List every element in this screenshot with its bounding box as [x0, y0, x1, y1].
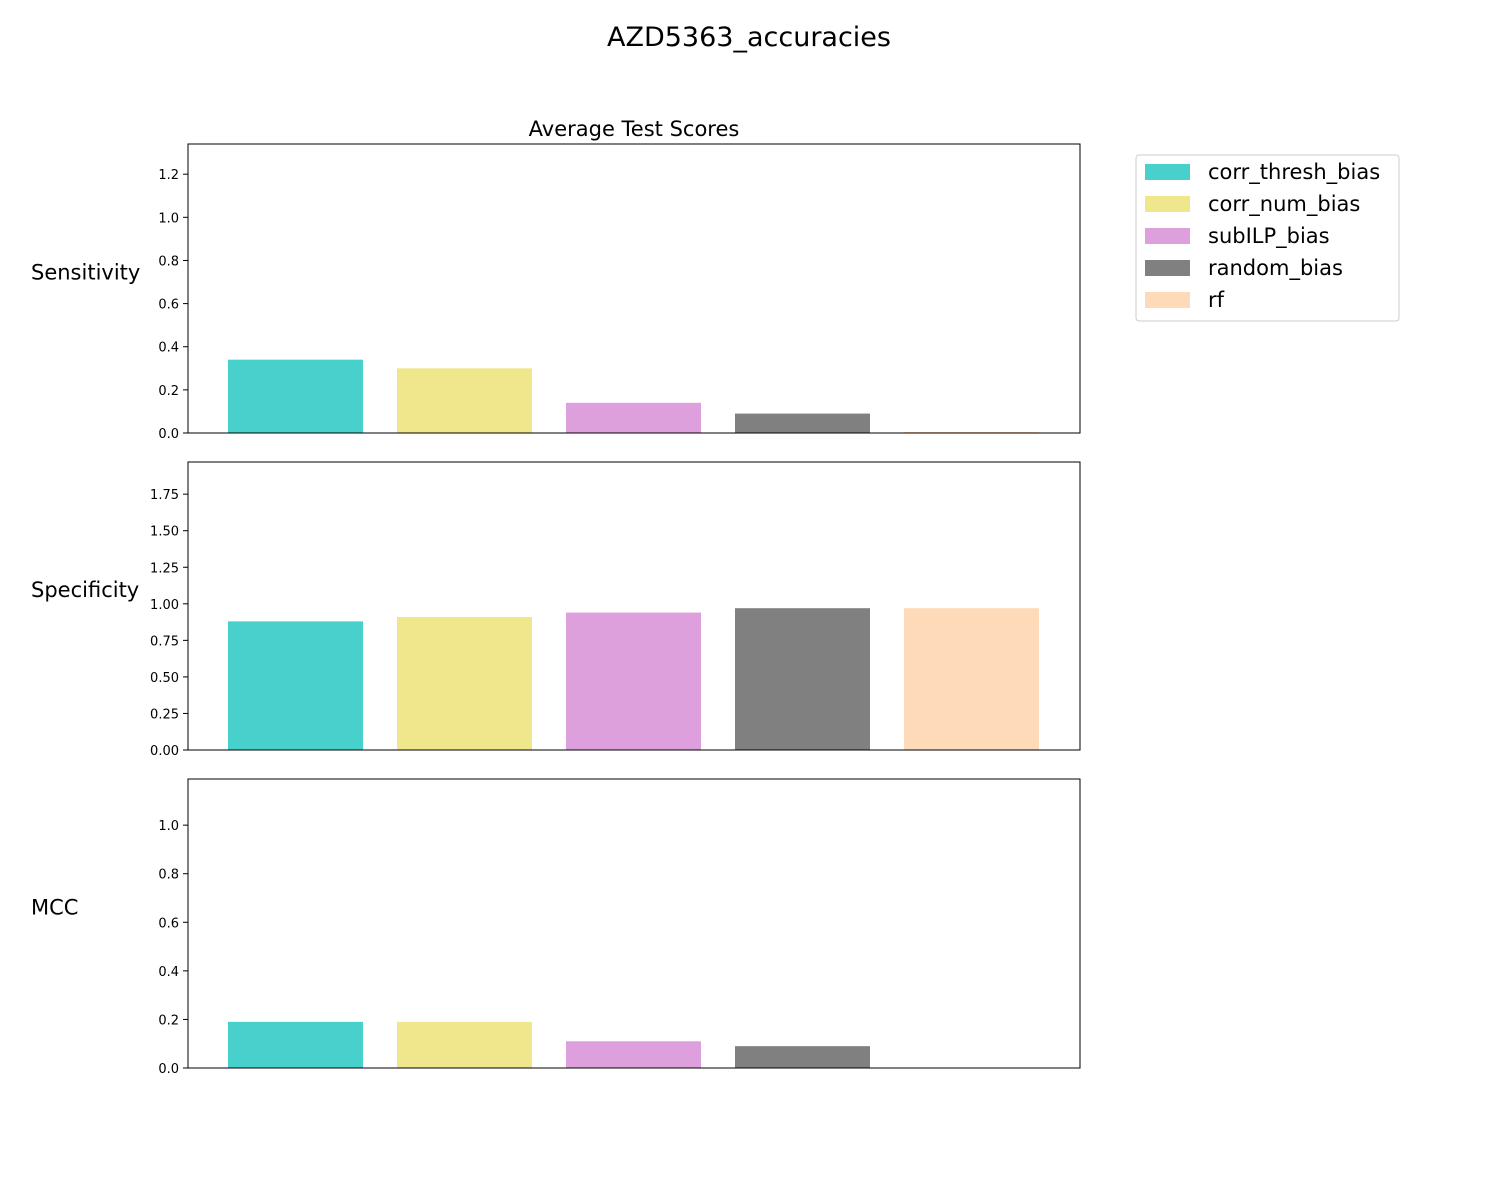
y-tick-label: 0.4: [158, 341, 179, 356]
y-tick-label: 0.8: [158, 868, 179, 883]
legend-label-corr_num_bias: corr_num_bias: [1208, 192, 1360, 217]
y-tick-label: 1.50: [150, 525, 179, 540]
y-tick-label: 0.6: [158, 916, 179, 931]
legend-label-rf: rf: [1208, 288, 1225, 312]
legend-swatch-subILP_bias: [1145, 228, 1190, 244]
row-label-specificity: Specificity: [31, 578, 139, 602]
legend-swatch-corr_thresh_bias: [1145, 164, 1190, 180]
y-tick-label: 0.25: [150, 707, 179, 722]
panel-mcc: 0.0 0.2 0.4 0.6 0.8 1.0 MCC: [31, 778, 1081, 1077]
y-tick-label: 1.0: [158, 211, 179, 226]
y-tick-label: 0.0: [158, 427, 179, 442]
legend-swatch-rf: [1145, 292, 1190, 308]
bar-corr_num_bias: [397, 616, 532, 750]
bar-corr_num_bias: [397, 368, 532, 433]
y-tick-label: 0.0: [158, 1062, 179, 1077]
y-tick-label: 0.2: [158, 1013, 179, 1028]
row-label-sensitivity: Sensitivity: [31, 261, 140, 285]
y-tick-label: 1.2: [158, 168, 179, 183]
legend-label-random_bias: random_bias: [1208, 256, 1343, 281]
y-tick-label: 1.0: [158, 819, 179, 834]
y-tick-label: 0.6: [158, 298, 179, 313]
legend-items: corr_thresh_bias corr_num_bias subILP_bias…: [1145, 160, 1380, 312]
y-tick-label: 1.75: [150, 488, 179, 503]
legend-frame: [1135, 154, 1400, 322]
y-tick-label: 1.25: [150, 561, 179, 576]
legend: corr_thresh_bias corr_num_bias subILP_bias…: [1135, 154, 1400, 322]
bar-random_bias: [735, 1046, 870, 1068]
figure-title: AZD5363_accuracies: [607, 22, 891, 53]
row-label-mcc: MCC: [31, 896, 78, 920]
bar-subILP_bias: [566, 1041, 701, 1068]
bar-subILP_bias: [566, 402, 701, 433]
y-tick-label: 0.50: [150, 671, 179, 686]
axes-frame: [187, 143, 1081, 434]
y-tick-label: 0.4: [158, 965, 179, 980]
axes-title: Average Test Scores: [529, 117, 740, 141]
bar-corr_thresh_bias: [228, 621, 363, 750]
bar-corr_num_bias: [397, 1021, 532, 1068]
y-tick-label: 0.00: [150, 744, 179, 759]
bar-rf: [904, 608, 1039, 750]
axes-frame: [187, 778, 1081, 1069]
bar-corr_thresh_bias: [228, 1021, 363, 1068]
legend-swatch-random_bias: [1145, 260, 1190, 276]
bar-subILP_bias: [566, 612, 701, 750]
bar-random_bias: [735, 608, 870, 750]
y-tick-label: 0.2: [158, 384, 179, 399]
legend-label-subILP_bias: subILP_bias: [1208, 224, 1330, 249]
y-tick-label: 1.00: [150, 598, 179, 613]
bar-rf: [904, 431, 1039, 433]
y-tick-label: 0.8: [158, 254, 179, 269]
legend-label-corr_thresh_bias: corr_thresh_bias: [1208, 160, 1380, 185]
axes-frame: [187, 461, 1081, 751]
legend-swatch-corr_num_bias: [1145, 196, 1190, 212]
panel-specificity: 0.00 0.25 0.50 0.75 1.00 1.25 1.50 1.75 Specific…: [31, 461, 1081, 759]
bar-corr_thresh_bias: [228, 359, 363, 433]
y-tick-label: 0.75: [150, 634, 179, 649]
panel-sensitivity: 0.0 0.2 0.4 0.6 0.8 1.0 1.2 Sensitivity: [31, 143, 1081, 442]
bar-random_bias: [735, 413, 870, 433]
chart-panels: 0.0 0.2 0.4 0.6 0.8 1.0 1.2 Sensitivity 0.00 0.25…: [31, 143, 1081, 1077]
